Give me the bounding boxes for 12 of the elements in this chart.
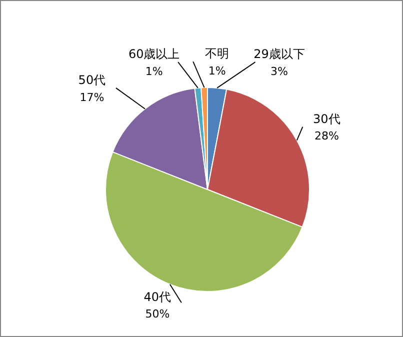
slice-label: 不明 [205, 46, 230, 61]
data-label: 3% [270, 64, 288, 78]
slice-label: 60歳以上 [128, 47, 180, 62]
slice-label: 50代 [78, 73, 106, 88]
data-label: 28% [314, 130, 339, 143]
data-label: 1% [145, 64, 163, 78]
data-label: 50% [145, 308, 170, 321]
slice-label: 30代 [313, 112, 340, 126]
slice-label: 29歳以下 [254, 47, 305, 62]
data-label: 1% [208, 64, 226, 78]
slice-label: 40代 [144, 290, 172, 304]
data-label: 17% [80, 90, 104, 104]
